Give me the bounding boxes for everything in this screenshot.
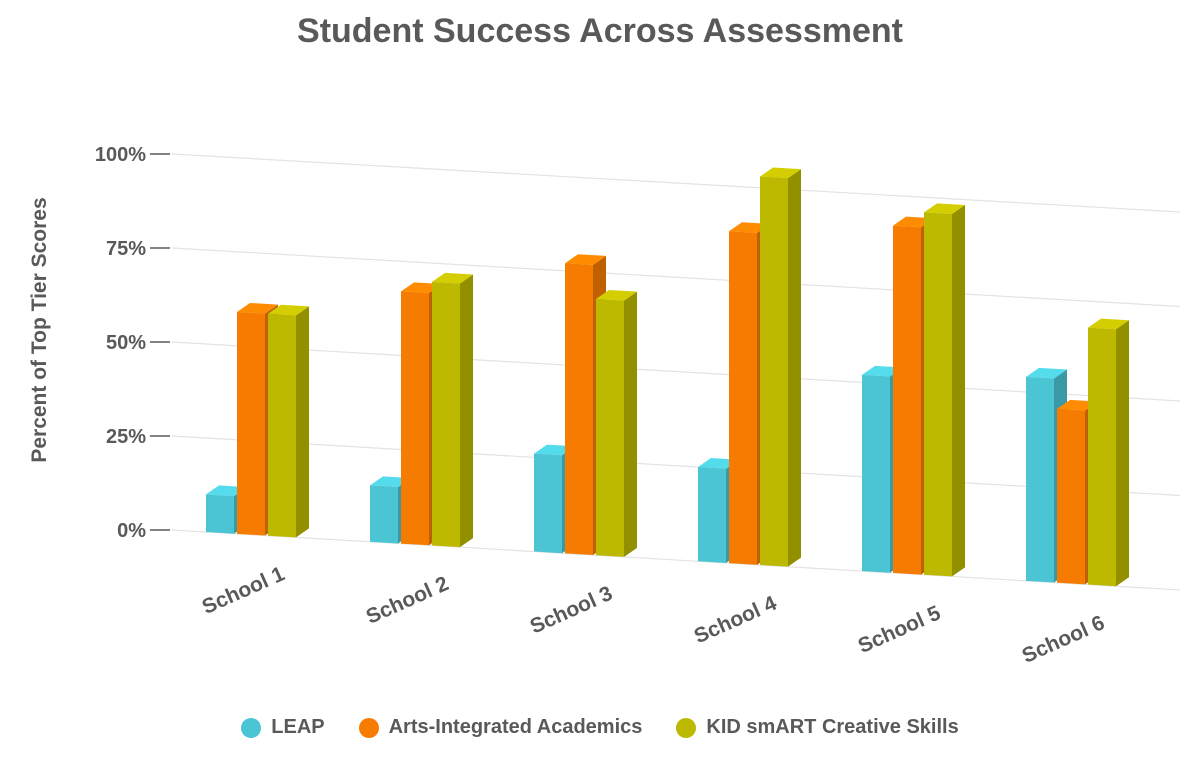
bar-front: [760, 176, 788, 567]
legend-swatch: [676, 717, 697, 738]
chart-title: Student Success Across Assessment: [297, 12, 903, 50]
bar-kid-smart-creative-skills-school-4: [760, 167, 801, 567]
legend-item: KID smART Creative Skills: [676, 716, 959, 739]
gridlines: [171, 153, 1181, 591]
bar-kid-smart-creative-skills-school-1: [268, 304, 309, 538]
bar-top: [596, 289, 637, 301]
bar-top: [432, 272, 473, 284]
bar-top: [206, 485, 247, 497]
bar-front: [729, 231, 757, 565]
gridline: [171, 341, 1181, 402]
bar-top: [370, 476, 411, 487]
x-category-label: School 6: [1019, 611, 1108, 668]
bar-front: [698, 467, 726, 563]
bar-top: [534, 444, 575, 456]
bar-front: [565, 263, 593, 556]
legend-label: Arts-Integrated Academics: [388, 716, 643, 738]
bar-top: [760, 167, 801, 179]
y-axis-title: Percent of Top Tier Scores: [28, 197, 51, 462]
y-axis-ticks: 0% 25% 50% 75% 100%: [95, 144, 170, 542]
y-tick-label: 50%: [106, 332, 146, 354]
bars: [206, 167, 1129, 587]
bar-top: [1088, 318, 1129, 330]
bar-top: [268, 304, 309, 316]
legend: LEAP Arts-Integrated Academics KID smART C…: [0, 716, 1200, 739]
x-category-label: School 5: [855, 601, 945, 658]
legend-item: Arts-Integrated Academics: [358, 716, 643, 739]
x-category-label: School 1: [199, 562, 289, 619]
legend-swatch: [241, 717, 262, 738]
bar-top: [237, 302, 278, 314]
bar-top: [1026, 367, 1067, 379]
bar-kid-smart-creative-skills-school-2: [432, 272, 473, 548]
bar-top: [698, 458, 739, 469]
gridline: [171, 435, 1181, 497]
bar-top: [729, 222, 770, 233]
bar-top: [1057, 399, 1098, 411]
bar-front: [401, 291, 429, 546]
bar-top: [401, 282, 442, 294]
bar-front: [534, 453, 562, 554]
bar-top: [924, 203, 965, 214]
bar-side: [952, 204, 965, 577]
bar-front: [432, 281, 460, 548]
bar-top: [893, 216, 934, 228]
gridline: [171, 529, 1181, 591]
legend-label: KID smART Creative Skills: [706, 716, 959, 738]
bar-side: [788, 169, 801, 567]
bar-side: [624, 291, 637, 557]
bar-kid-smart-creative-skills-school-6: [1088, 318, 1129, 587]
bar-top: [862, 365, 903, 377]
y-tick-label: 25%: [106, 426, 146, 448]
bar-kid-smart-creative-skills-school-3: [596, 289, 637, 557]
legend-label: LEAP: [271, 716, 325, 738]
bar-top: [565, 254, 606, 265]
y-tick-label: 100%: [95, 144, 146, 166]
bar-side: [1116, 320, 1129, 587]
bar-front: [893, 225, 921, 575]
x-category-label: School 2: [363, 572, 452, 629]
bar-front: [862, 374, 890, 573]
bar-side: [296, 306, 309, 538]
bar-front: [1026, 376, 1054, 583]
legend-item: LEAP: [241, 716, 325, 739]
gridline: [171, 247, 1181, 308]
x-category-label: School 4: [691, 592, 781, 649]
bar-front: [924, 212, 952, 577]
y-tick-label: 0%: [117, 520, 146, 542]
gridline: [171, 153, 1181, 213]
bar-side: [460, 274, 473, 548]
x-category-label: School 3: [527, 582, 616, 639]
bar-kid-smart-creative-skills-school-5: [924, 203, 965, 577]
bar-front: [206, 494, 234, 534]
bar-front: [237, 311, 265, 536]
bar-front: [370, 485, 398, 544]
bar-front: [596, 298, 624, 557]
bar-front: [1088, 327, 1116, 587]
bar-front: [268, 313, 296, 538]
legend-swatch: [358, 717, 379, 738]
bar-front: [1057, 408, 1085, 585]
y-tick-label: 75%: [106, 238, 146, 260]
